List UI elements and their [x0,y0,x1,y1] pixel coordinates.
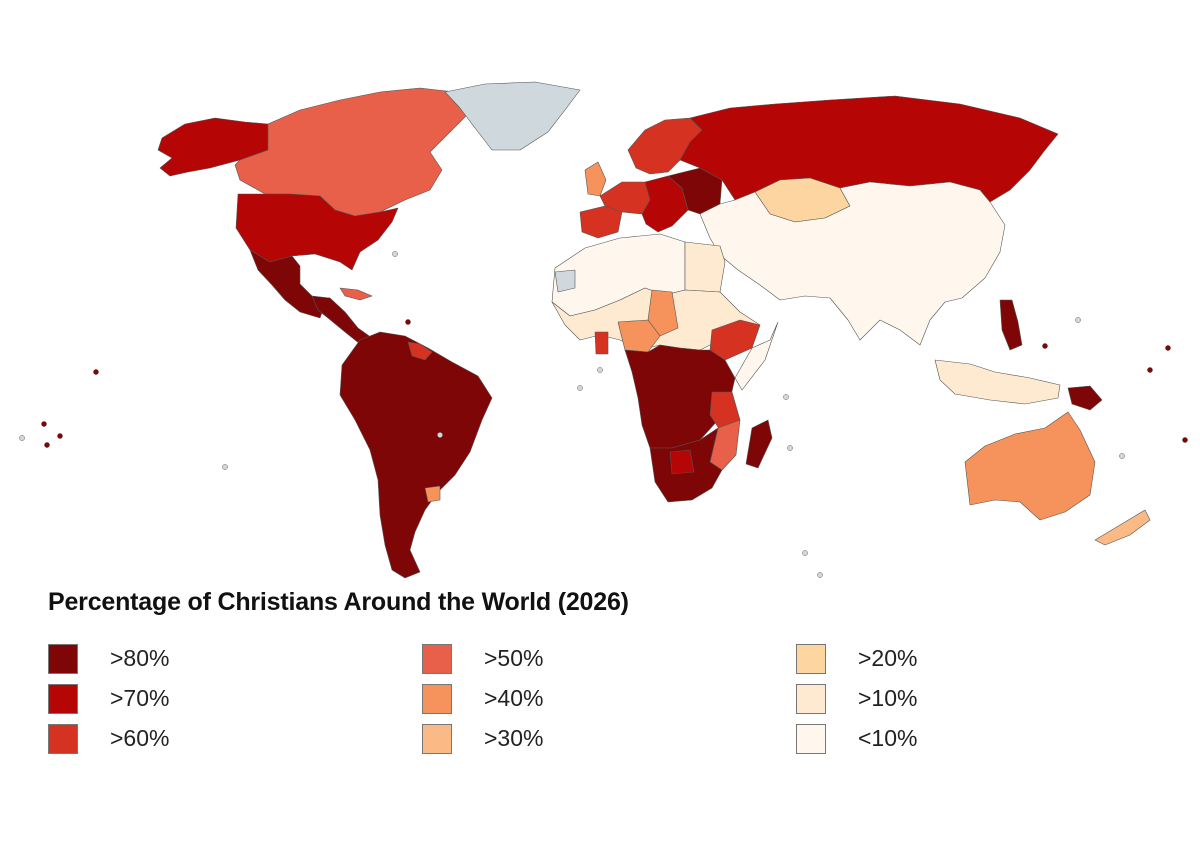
legend-label: >70% [110,685,170,711]
legend-swatch [48,644,78,674]
legend-swatch [48,724,78,754]
island-marker [437,432,443,438]
island-marker [57,433,63,439]
region-uruguay [424,485,441,503]
region-egypt [684,241,726,293]
region-new-zealand [1094,509,1151,546]
region-iberia [579,205,623,239]
legend-label: >60% [110,725,170,751]
region-cuba [339,287,373,301]
island-marker [783,394,789,400]
legend-swatch [796,684,826,714]
island-marker [93,369,99,375]
island-marker [392,251,398,257]
island-marker [1042,343,1048,349]
island-marker [817,572,823,578]
legend-title: Percentage of Christians Around the Worl… [48,588,629,616]
legend-swatch [422,724,452,754]
island-marker [19,435,25,441]
world-map [19,81,1188,579]
legend-label: >40% [484,685,544,711]
legend-label: >10% [858,685,918,711]
island-marker [222,464,228,470]
legend-label: <10% [858,725,918,751]
region-asia [699,181,1006,346]
legend-swatch [796,644,826,674]
legend-label: >30% [484,725,544,751]
region-philippines [999,299,1023,351]
legend-swatch [422,644,452,674]
region-canada [234,87,471,217]
island-marker [1075,317,1081,323]
region-chad [647,289,679,337]
island-marker [1119,453,1125,459]
region-indonesia [934,359,1061,405]
region-south-america [339,331,493,579]
region-ghana [594,331,609,355]
legend-swatch [48,684,78,714]
legend-label: >20% [858,645,918,671]
island-marker [405,319,411,325]
island-marker [802,550,808,556]
region-western-sahara [554,269,576,293]
island-marker [1165,345,1171,351]
legend-swatch [422,684,452,714]
region-mexico [249,249,326,319]
island-marker [44,442,50,448]
region-united-kingdom [584,161,607,197]
region-guianas [407,341,433,361]
island-marker [41,421,47,427]
island-marker [1182,437,1188,443]
region-alaska [157,117,269,177]
island-marker [597,367,603,373]
region-papua-new-guinea [1067,385,1103,411]
region-mozambique [709,419,741,471]
island-marker [787,445,793,451]
region-botswana [669,449,695,475]
legend-label: >80% [110,645,170,671]
legend-label: >50% [484,645,544,671]
region-madagascar [745,419,773,469]
legend-swatch [796,724,826,754]
region-central-america [311,295,373,345]
region-australia [964,411,1096,521]
region-nigeria [617,319,661,353]
island-marker [577,385,583,391]
island-marker [1147,367,1153,373]
region-greenland [444,81,581,151]
